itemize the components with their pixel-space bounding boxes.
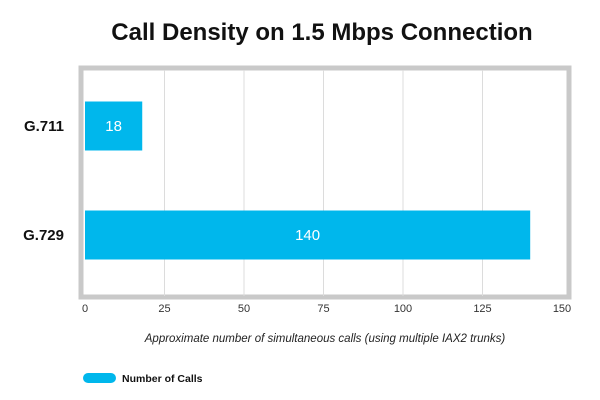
bar xyxy=(85,210,531,260)
x-tick-label: 125 xyxy=(473,303,491,315)
legend: Number of Calls xyxy=(83,373,203,385)
plot-area-frame xyxy=(78,65,572,300)
x-axis-label: Approximate number of simultaneous calls… xyxy=(144,333,506,345)
legend-label-number-of-calls: Number of Calls xyxy=(122,373,203,385)
x-tick-label: 0 xyxy=(82,303,88,315)
gridlines xyxy=(164,70,483,296)
category-label: G.711 xyxy=(24,118,64,135)
x-tick-label: 100 xyxy=(394,303,412,315)
x-tick-label: 150 xyxy=(553,303,571,315)
bars: 18 140 xyxy=(85,101,531,260)
x-tick-label: 50 xyxy=(238,303,250,315)
x-tick-label: 25 xyxy=(158,303,170,315)
category-label: G.729 xyxy=(23,227,64,244)
x-axis-ticks: 0 25 50 75 100 125 150 xyxy=(82,303,571,315)
x-tick-label: 75 xyxy=(317,303,329,315)
bar-value-label: 18 xyxy=(105,118,122,135)
bar xyxy=(85,101,143,151)
category-labels: G.711 G.729 xyxy=(23,118,64,244)
legend-swatch xyxy=(83,373,116,383)
bar-value-label: 140 xyxy=(295,227,320,244)
chart-title: Call Density on 1.5 Mbps Connection xyxy=(111,19,532,46)
